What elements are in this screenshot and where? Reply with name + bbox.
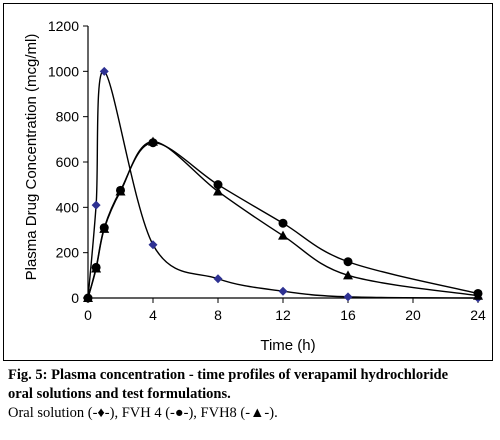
x-tick-label: 20: [405, 307, 421, 323]
data-point-circle: [213, 180, 223, 190]
data-point-triangle: [343, 270, 353, 280]
data-point-triangle: [213, 186, 223, 196]
pk-line-chart: 0 200 400 600 800 1000 1200 0 4 8 12 16 20 24 Plasma…: [23, 18, 486, 354]
x-tick-label: 4: [149, 307, 157, 323]
data-point-circle: [278, 218, 288, 228]
data-point-diamond: [91, 200, 101, 210]
series-group: [83, 66, 483, 303]
data-point-diamond: [99, 66, 109, 76]
data-point-triangle: [91, 263, 102, 273]
x-tick-label: 12: [275, 307, 291, 323]
x-tick-label: 24: [470, 307, 486, 323]
data-point-diamond: [343, 292, 353, 302]
data-point-triangle: [278, 230, 288, 240]
figure-caption: Fig. 5: Plasma concentration - time prof…: [8, 366, 496, 423]
y-tick-label: 800: [56, 109, 80, 125]
caption-line-1: Fig. 5: Plasma concentration - time prof…: [8, 367, 449, 383]
data-point-triangle: [148, 136, 158, 146]
data-point-circle: [343, 257, 353, 267]
y-tick-label: 200: [56, 245, 80, 261]
y-tick-label: 1000: [48, 63, 79, 79]
axes: [87, 26, 478, 299]
x-tick-label: 16: [340, 307, 356, 323]
caption-line-3: Oral solution (-♦-), FVH 4 (-●-), FVH8 (…: [8, 405, 278, 421]
series-line-diamond: [87, 70, 479, 299]
x-ticks: 0 4 8 12 16 20 24: [84, 298, 486, 323]
series-diamond: [83, 66, 483, 303]
x-axis-label: Time (h): [260, 337, 315, 354]
x-tick-label: 8: [214, 307, 222, 323]
y-tick-label: 600: [56, 154, 80, 170]
y-axis-label: Plasma Drug Concentration (mcg/ml): [23, 34, 40, 281]
data-point-diamond: [278, 286, 288, 296]
data-point-triangle: [83, 293, 93, 302]
data-point-diamond: [148, 240, 158, 250]
series-triangle: [83, 136, 483, 302]
caption-line-2: oral solutions and test formulations.: [8, 386, 231, 402]
y-tick-label: 1200: [48, 18, 79, 34]
x-tick-label: 0: [84, 307, 92, 323]
y-tick-label: 400: [56, 199, 80, 215]
data-point-diamond: [213, 274, 223, 284]
data-point-triangle: [473, 290, 483, 300]
y-ticks: 0 200 400 600 800 1000 1200: [48, 18, 88, 306]
y-tick-label: 0: [71, 290, 79, 306]
data-point-triangle: [115, 186, 126, 196]
data-point-triangle: [99, 223, 110, 233]
